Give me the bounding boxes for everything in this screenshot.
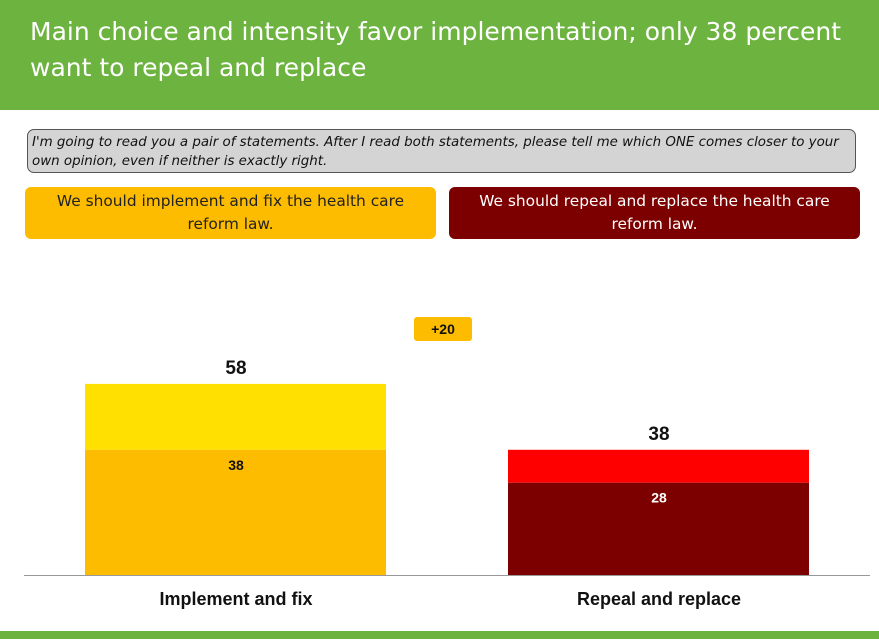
statement-repeal-text: We should repeal and replace the health … [479,192,830,233]
label-implement-intense: 38 [228,457,244,473]
category-label-repeal: Repeal and replace [577,589,741,609]
label-repeal-total: 38 [648,424,669,445]
bar-repeal-intense [508,482,809,575]
difference-badge: +20 [414,317,472,341]
bar-implement-total [85,383,386,450]
label-repeal-intense: 28 [651,490,667,506]
statement-repeal: We should repeal and replace the health … [449,187,860,239]
label-implement-total: 58 [225,358,246,379]
page-title: Main choice and intensity favor implemen… [30,17,842,82]
bar-repeal-total [508,449,809,483]
statement-implement-text: We should implement and fix the health c… [56,192,405,233]
category-label-implement: Implement and fix [159,589,312,609]
footer-bar [0,631,879,639]
header-banner: Main choice and intensity favor implemen… [0,0,879,110]
statement-implement: We should implement and fix the health c… [25,187,436,239]
bar-implement-intense [85,449,386,575]
question-box: I'm going to read you a pair of statemen… [27,129,856,173]
